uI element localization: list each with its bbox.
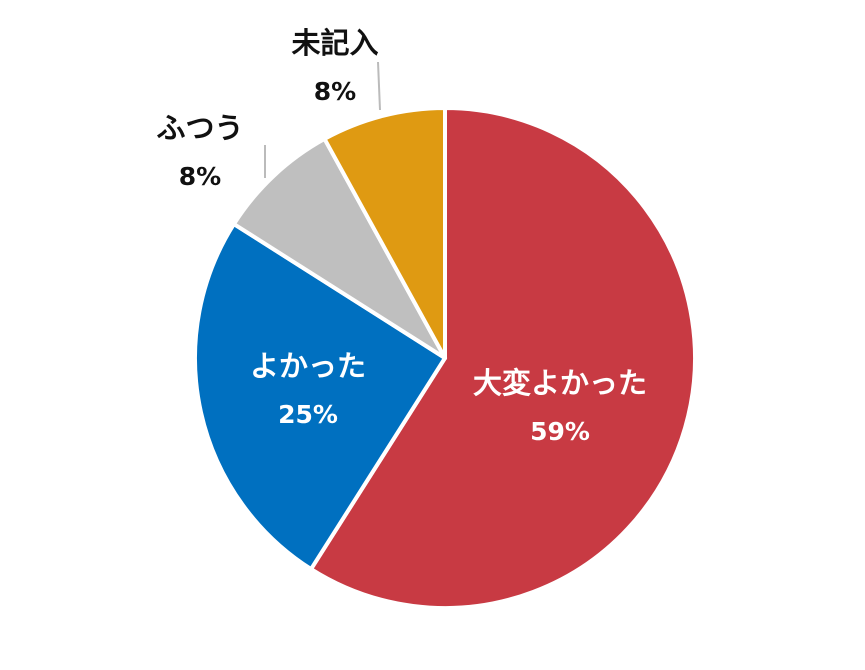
value-label: 8% [179,162,221,191]
value-label: 25% [278,400,338,429]
leader-line [377,61,381,111]
value-label: 59% [530,417,590,446]
value-label: 8% [314,77,356,106]
pie-slice [322,106,447,360]
pie-slice [309,106,697,610]
slice-label: 未記入 [291,26,378,60]
slice-label: 大変よかった [473,366,647,400]
slice-label: ふつう [156,111,243,145]
pie-slice [231,136,447,360]
pie-slice [193,222,447,572]
slice-label: よかった [250,349,366,383]
